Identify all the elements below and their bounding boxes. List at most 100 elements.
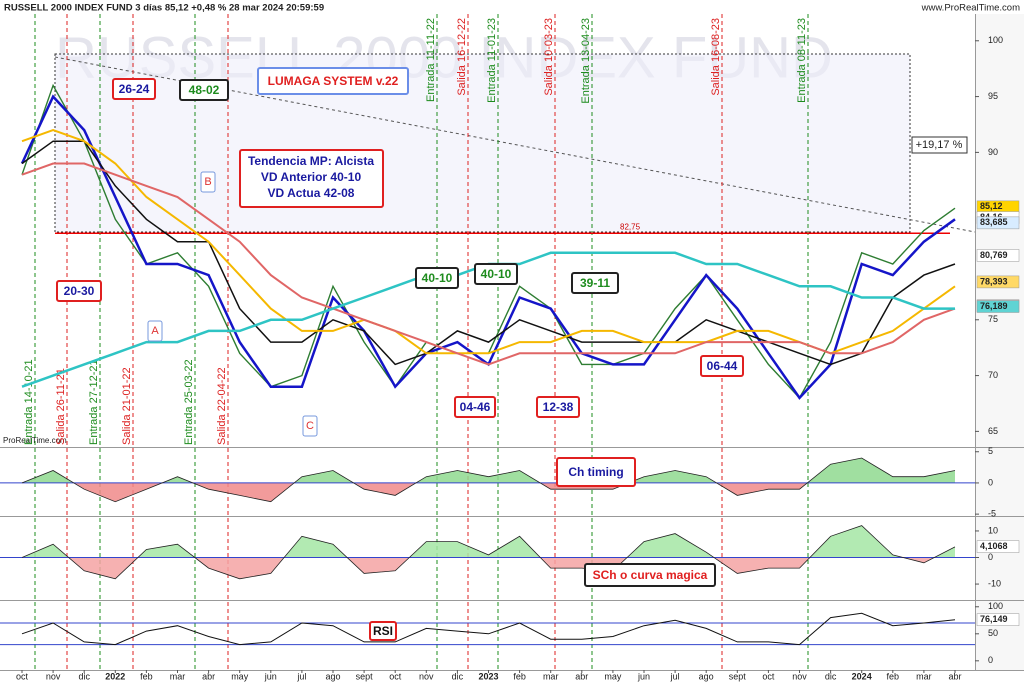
count-label: 06-44 xyxy=(707,359,738,373)
x-tick-label: sept xyxy=(356,671,374,681)
y-tick-label: 100 xyxy=(988,601,1003,611)
x-tick-label: dic xyxy=(825,671,837,681)
change-label: +19,17 % xyxy=(916,139,963,151)
last-value-label: 83,685 xyxy=(980,217,1008,227)
y-tick-label: 75 xyxy=(988,314,998,324)
panel-title: Ch timing xyxy=(568,465,623,479)
x-tick-label: 2023 xyxy=(478,671,498,681)
panel-title-box xyxy=(369,621,397,641)
y-tick-label: -10 xyxy=(988,578,1001,588)
signal-label: Entrada 11-01-23 xyxy=(486,18,498,103)
wave-box xyxy=(147,320,163,342)
last-value-label: 78,393 xyxy=(980,276,1008,286)
count-label-box xyxy=(415,267,459,289)
count-label: 20-30 xyxy=(64,284,95,298)
signal-label: Entrada 11-11-22 xyxy=(425,18,437,102)
count-label-box xyxy=(454,396,496,418)
panel-title-box xyxy=(556,457,636,487)
x-tick-label: mar xyxy=(916,671,932,681)
system-label-box xyxy=(257,67,409,95)
trend-text: VD Actua 42-08 xyxy=(268,186,355,200)
y-tick-label: 90 xyxy=(988,147,998,157)
y-tick-label: 5 xyxy=(988,446,993,456)
x-tick-label: oct xyxy=(389,671,402,681)
signal-label: Salida 21-01-22 xyxy=(121,367,133,445)
count-label-box xyxy=(571,272,619,294)
change-box xyxy=(911,136,968,154)
price-axis-bg xyxy=(976,14,1024,670)
last-value-label: 80,769 xyxy=(980,250,1008,260)
wave-box xyxy=(302,415,318,437)
wave-label: A xyxy=(151,325,159,337)
x-tick-label: dic xyxy=(452,671,464,681)
x-tick-label: mar xyxy=(170,671,186,681)
x-tick-label: feb xyxy=(887,671,900,681)
x-tick-label: oct xyxy=(16,671,29,681)
x-tick-label: mar xyxy=(543,671,559,681)
x-tick-label: feb xyxy=(513,671,526,681)
x-tick-label: oct xyxy=(762,671,775,681)
x-tick-label: abr xyxy=(202,671,215,681)
x-tick-label: nov xyxy=(792,671,807,681)
signal-label: Entrada 27-12-21 xyxy=(88,359,100,445)
x-tick-label: may xyxy=(231,671,249,681)
count-label: 40-10 xyxy=(422,271,453,285)
wave-label: C xyxy=(306,420,314,432)
area-line xyxy=(21,457,956,503)
last-value-label: 85,12 xyxy=(980,201,1003,211)
count-label: 26-24 xyxy=(119,82,150,96)
x-tick-label: jun xyxy=(637,671,650,681)
x-tick-label: jul xyxy=(296,671,306,681)
y-tick-label: 0 xyxy=(988,477,993,487)
panel-title-box xyxy=(584,563,716,587)
panel-title: RSI xyxy=(373,624,393,638)
y-tick-label: -5 xyxy=(988,509,996,519)
last-value-label: 4,1068 xyxy=(980,541,1008,551)
y-tick-label: 95 xyxy=(988,91,998,101)
last-value-box xyxy=(976,249,1020,262)
last-value-box xyxy=(976,613,1020,626)
signal-label: Salida 26-11-21 xyxy=(55,368,67,445)
wave-label: B xyxy=(204,176,211,188)
x-tick-label: 2024 xyxy=(852,671,872,681)
signal-label: Entrada 25-03-22 xyxy=(183,359,195,445)
system-label: LUMAGA SYSTEM v.22 xyxy=(268,74,399,88)
signal-label: Salida 10-03-23 xyxy=(543,18,555,96)
signal-label: Salida 16-08-23 xyxy=(710,18,722,96)
trend-text: Tendencia MP: Alcista xyxy=(248,154,374,168)
count-label: 12-38 xyxy=(543,400,574,414)
count-label-box xyxy=(179,79,229,101)
x-tick-label: ago xyxy=(325,671,340,681)
signal-label: Entrada 13-04-23 xyxy=(580,18,592,104)
level-label: 82,75 xyxy=(620,222,641,231)
last-value-label: 76,189 xyxy=(980,301,1008,311)
x-tick-label: 2022 xyxy=(105,671,125,681)
signal-label: Entrada 14-10-21 xyxy=(23,359,35,445)
count-label-box xyxy=(474,263,518,285)
x-tick-label: jul xyxy=(670,671,680,681)
last-value-box xyxy=(976,540,1020,553)
x-tick-label: jun xyxy=(264,671,277,681)
last-value-box xyxy=(976,216,1020,230)
last-value-box xyxy=(976,300,1020,313)
x-tick-label: abr xyxy=(575,671,588,681)
trend-box xyxy=(239,149,384,208)
panel-title: SCh o curva magica xyxy=(593,568,708,582)
count-label: 39-11 xyxy=(580,276,610,290)
x-tick-label: may xyxy=(604,671,622,681)
x-tick-label: nov xyxy=(419,671,434,681)
series-line xyxy=(21,140,956,366)
x-tick-label: nov xyxy=(46,671,61,681)
y-tick-label: 65 xyxy=(988,426,998,436)
count-label: 40-10 xyxy=(481,267,512,281)
area-pos xyxy=(22,525,955,558)
count-label-box xyxy=(56,280,102,302)
area-neg xyxy=(68,557,935,579)
area-pos xyxy=(22,458,955,483)
chart-title: RUSSELL 2000 INDEX FUND 3 días 85,12 +0,… xyxy=(4,3,324,14)
site: www.ProRealTime.com xyxy=(921,3,1020,14)
x-tick-label: abr xyxy=(948,671,961,681)
series-line xyxy=(21,612,956,646)
x-tick-label: sept xyxy=(729,671,747,681)
